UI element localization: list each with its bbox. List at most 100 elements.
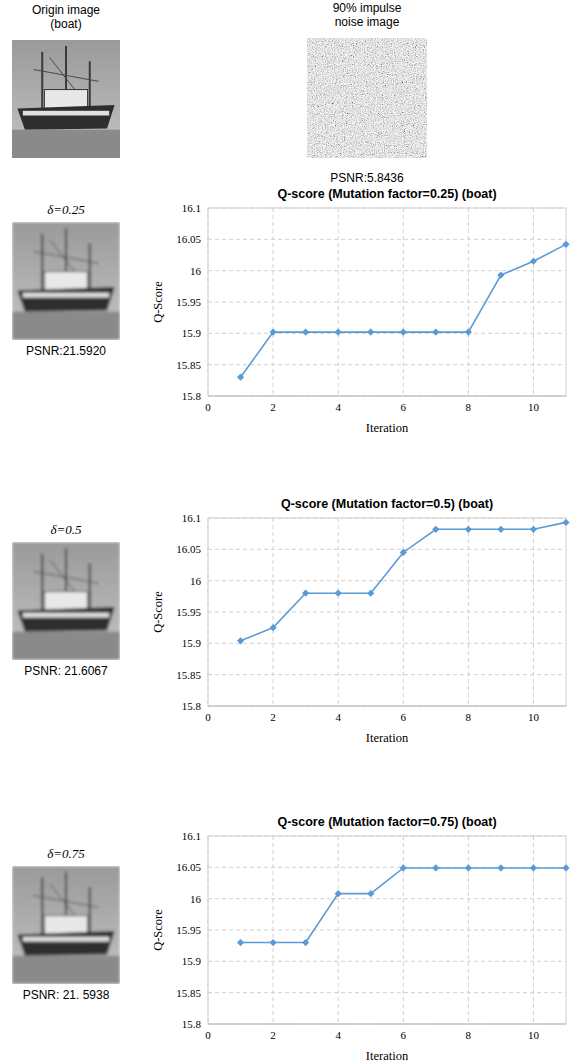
- grid-line: [208, 580, 566, 581]
- grid-line: [403, 836, 404, 1024]
- y-tick-label: 15.95: [176, 924, 201, 936]
- ground: [12, 956, 120, 984]
- grid-line: [208, 930, 566, 931]
- data-point: [530, 526, 537, 533]
- hull: [17, 607, 114, 632]
- ground: [12, 130, 120, 158]
- x-tick-label: 8: [466, 711, 472, 723]
- rigging: [34, 252, 99, 264]
- y-tick-label: 16: [190, 265, 202, 277]
- y-tick-label: 15.9: [182, 955, 202, 967]
- psnr-label: PSNR:21.5920: [26, 344, 106, 358]
- psnr-label: PSNR: 21. 5938: [23, 988, 110, 1002]
- data-point: [269, 624, 276, 631]
- delta-label: δ=0.75: [47, 846, 85, 861]
- grid-line: [403, 518, 404, 706]
- ground: [12, 312, 120, 340]
- boat-image: [12, 40, 120, 158]
- plot-frame: [208, 518, 566, 706]
- y-tick-label: 15.95: [176, 606, 201, 618]
- grid-line: [208, 396, 566, 397]
- y-tick-label: 16.05: [176, 233, 201, 245]
- data-point: [530, 864, 537, 871]
- grid-line: [338, 208, 339, 396]
- x-axis-title: Iteration: [366, 731, 409, 745]
- y-tick-label: 15.8: [182, 1018, 202, 1030]
- x-tick-label: 4: [335, 711, 341, 723]
- data-point: [400, 549, 407, 556]
- data-point: [465, 526, 472, 533]
- data-point: [367, 328, 374, 335]
- data-point: [302, 328, 309, 335]
- grid-line: [208, 674, 566, 675]
- hull: [17, 931, 114, 956]
- x-tick-label: 6: [401, 1029, 407, 1041]
- x-tick-label: 10: [528, 401, 540, 413]
- y-axis-title: Q-Score: [151, 281, 165, 323]
- data-point: [562, 519, 569, 526]
- data-point: [465, 864, 472, 871]
- plot-frame: [208, 208, 566, 396]
- boat-content: [12, 40, 120, 158]
- grid-line: [208, 239, 566, 240]
- mast: [89, 61, 91, 111]
- y-tick-label: 15.95: [176, 296, 201, 308]
- hull: [17, 105, 114, 130]
- data-point: [497, 271, 504, 278]
- grid-line: [403, 208, 404, 396]
- grid-line: [208, 643, 566, 644]
- image-caption: noise image: [335, 15, 400, 29]
- figure: Origin image(boat)90% impulsenoise image…: [0, 0, 573, 1064]
- mast: [89, 563, 91, 613]
- data-point: [497, 526, 504, 533]
- delta-label: δ=0.5: [50, 522, 82, 537]
- noise-image: [307, 38, 427, 158]
- data-point: [530, 258, 537, 265]
- y-tick-label: 16.1: [182, 512, 201, 524]
- x-tick-label: 2: [270, 401, 276, 413]
- x-tick-label: 10: [528, 711, 540, 723]
- x-axis-title: Iteration: [366, 1049, 409, 1063]
- x-tick-label: 8: [466, 401, 472, 413]
- grid-line: [533, 518, 534, 706]
- mast: [41, 234, 43, 293]
- grid-line: [208, 992, 566, 993]
- data-point: [432, 864, 439, 871]
- chart: Q-score (Mutation factor=0.5) (boat)15.8…: [151, 497, 570, 745]
- grid-line: [273, 208, 274, 396]
- cabin: [44, 592, 87, 611]
- data-point: [497, 864, 504, 871]
- chart: Q-score (Mutation factor=0.75) (boat)15.…: [151, 815, 570, 1063]
- series-line: [241, 244, 566, 377]
- boat-content: [12, 866, 120, 984]
- x-tick-label: 10: [528, 1029, 540, 1041]
- grid-line: [273, 836, 274, 1024]
- y-tick-label: 15.8: [182, 700, 202, 712]
- data-point: [237, 939, 244, 946]
- data-point: [432, 328, 439, 335]
- data-point: [269, 939, 276, 946]
- grid-line: [273, 518, 274, 706]
- ground: [12, 632, 120, 660]
- rigging: [34, 896, 99, 908]
- rigging: [34, 70, 99, 82]
- chart-title: Q-score (Mutation factor=0.25) (boat): [277, 187, 496, 201]
- grid-line: [338, 518, 339, 706]
- x-tick-label: 0: [205, 1029, 211, 1041]
- boat-content: [12, 542, 120, 660]
- x-tick-label: 0: [205, 401, 211, 413]
- cabin: [44, 272, 87, 291]
- plot-frame: [208, 836, 566, 1024]
- stripe: [23, 293, 109, 298]
- data-group: [237, 519, 570, 645]
- grid-line: [533, 208, 534, 396]
- x-tick-label: 4: [335, 1029, 341, 1041]
- y-tick-label: 15.85: [176, 669, 201, 681]
- chart: Q-score (Mutation factor=0.25) (boat) 15.…: [151, 187, 570, 435]
- sky: [12, 542, 120, 660]
- x-tick-label: 2: [270, 1029, 276, 1041]
- grid-line: [208, 302, 566, 303]
- data-point: [400, 328, 407, 335]
- grid-line: [338, 836, 339, 1024]
- grid-line: [208, 898, 566, 899]
